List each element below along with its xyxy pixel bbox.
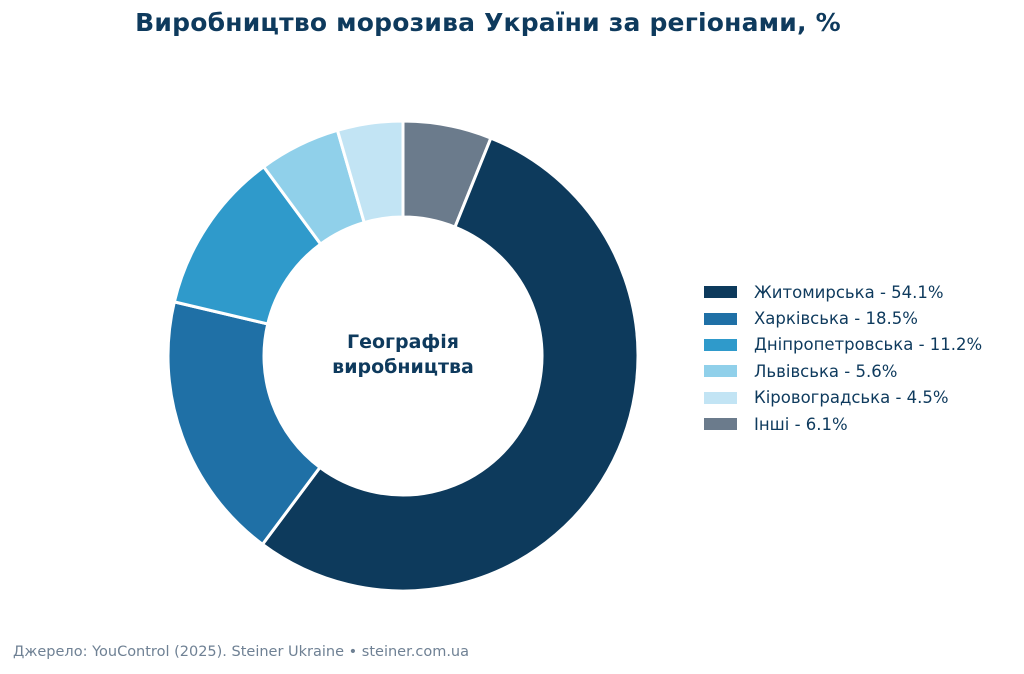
- center-label-line1: Географія: [347, 331, 459, 353]
- chart-title: Виробництво морозива України за регіонам…: [135, 8, 841, 37]
- legend-swatch: [704, 312, 737, 325]
- legend-label: Кіровоградська - 4.5%: [754, 388, 949, 408]
- legend-swatch: [704, 338, 737, 351]
- legend-label: Інші - 6.1%: [754, 414, 848, 434]
- legend-label: Харківська - 18.5%: [754, 309, 918, 329]
- legend-item: Дніпропетровська - 11.2%: [704, 332, 982, 358]
- legend-swatch: [704, 286, 737, 299]
- legend-label: Львівська - 5.6%: [754, 361, 898, 381]
- legend-swatch: [704, 391, 737, 404]
- donut-slice-2: [166, 300, 322, 547]
- legend-item: Кіровоградська - 4.5%: [704, 385, 982, 411]
- donut-center-label: Географія виробництва: [253, 330, 553, 380]
- legend-label: Дніпропетровська - 11.2%: [754, 335, 983, 355]
- legend-item: Львівська - 5.6%: [704, 358, 982, 384]
- legend-swatch: [704, 418, 737, 431]
- legend-label: Житомирська - 54.1%: [754, 282, 944, 302]
- center-label-line2: виробництва: [332, 356, 474, 378]
- donut-slices: [166, 119, 640, 593]
- source-note: Джерело: YouControl (2025). Steiner Ukra…: [13, 644, 469, 660]
- legend-item: Інші - 6.1%: [704, 411, 982, 437]
- donut-slice-5: [335, 119, 405, 225]
- legend-item: Житомирська - 54.1%: [704, 279, 982, 305]
- legend-swatch: [704, 365, 737, 378]
- legend-item: Харківська - 18.5%: [704, 305, 982, 331]
- chart-legend: Житомирська - 54.1% Харківська - 18.5% Дні…: [704, 279, 982, 437]
- donut-slice-1: [260, 136, 640, 593]
